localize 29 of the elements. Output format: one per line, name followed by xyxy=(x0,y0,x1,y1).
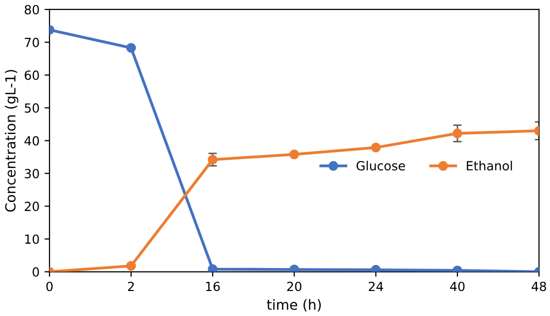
y-tick-label: 40 xyxy=(24,136,39,146)
point xyxy=(289,264,300,272)
y-tick-label: 30 xyxy=(24,168,39,178)
point xyxy=(370,264,381,272)
x-tick-label: 20 xyxy=(287,282,302,292)
point xyxy=(289,150,300,160)
x-tick-label: 24 xyxy=(368,282,384,291)
y-tick-label: 0 xyxy=(32,267,39,277)
y-tick-label: 20 xyxy=(24,202,39,212)
legend-label: Ethanol xyxy=(466,160,512,170)
x-tick-label: 0 xyxy=(46,282,53,292)
x-tick-label: 48 xyxy=(532,282,546,292)
point xyxy=(208,154,218,164)
x-tick-label: 16 xyxy=(206,282,220,292)
point xyxy=(126,260,136,271)
x-axis-title: time (h) xyxy=(266,299,321,312)
y-tick-label: 70 xyxy=(24,38,39,48)
y-tick-label: 10 xyxy=(25,234,39,244)
y-tick-label: 60 xyxy=(24,70,39,80)
x-tick-label: 2 xyxy=(128,282,134,291)
point xyxy=(208,264,218,272)
y-axis-title: Concentration (gL-1) xyxy=(4,70,18,212)
legend-label: Glucose xyxy=(356,160,405,170)
point xyxy=(370,142,381,152)
x-tick-label: 40 xyxy=(450,282,465,292)
point xyxy=(126,42,136,53)
y-tick-label: 80 xyxy=(24,4,39,14)
point xyxy=(452,128,462,138)
y-tick-label: 50 xyxy=(24,103,39,113)
